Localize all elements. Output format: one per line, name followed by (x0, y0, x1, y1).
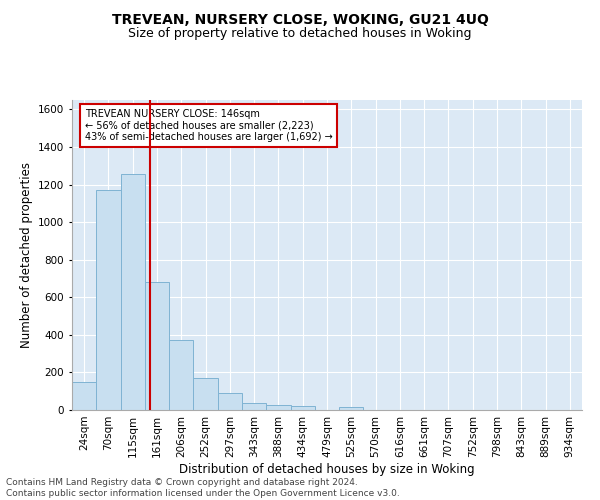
Text: TREVEAN NURSERY CLOSE: 146sqm
← 56% of detached houses are smaller (2,223)
43% o: TREVEAN NURSERY CLOSE: 146sqm ← 56% of d… (85, 110, 332, 142)
Bar (242, 404, 266, 410)
Bar (266, 406, 290, 410)
X-axis label: Distribution of detached houses by size in Woking: Distribution of detached houses by size … (179, 462, 475, 475)
Text: Contains HM Land Registry data © Crown copyright and database right 2024.
Contai: Contains HM Land Registry data © Crown c… (6, 478, 400, 498)
Bar (121, 174, 145, 410)
Bar (339, 407, 364, 410)
Y-axis label: Number of detached properties: Number of detached properties (20, 162, 32, 348)
Bar (290, 406, 315, 410)
Text: TREVEAN, NURSERY CLOSE, WOKING, GU21 4UQ: TREVEAN, NURSERY CLOSE, WOKING, GU21 4UQ (112, 12, 488, 26)
Bar (145, 282, 169, 410)
Bar (193, 378, 218, 410)
Bar (218, 394, 242, 410)
Text: Size of property relative to detached houses in Woking: Size of property relative to detached ho… (128, 28, 472, 40)
Bar (72, 382, 96, 410)
Bar (169, 340, 193, 410)
Bar (96, 190, 121, 410)
